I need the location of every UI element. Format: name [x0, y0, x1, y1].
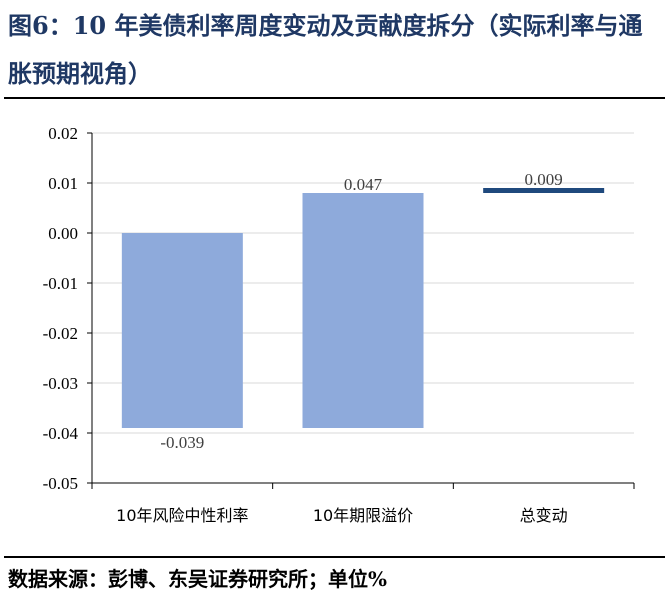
y-tick-label: -0.03 — [43, 374, 78, 393]
y-tick-label: -0.01 — [43, 274, 78, 293]
data-label: 0.047 — [344, 175, 383, 194]
y-tick-label: 0.01 — [48, 174, 78, 193]
y-tick-labels: 0.02 0.01 0.00 -0.01 -0.02 -0.03 -0.04 -0.05 — [43, 124, 79, 493]
source-divider — [4, 556, 665, 558]
x-tick-label: 10年风险中性利率 — [116, 506, 248, 525]
y-tick-label: 0.00 — [48, 224, 78, 243]
bar-total — [483, 188, 605, 193]
y-tick-label: -0.02 — [43, 324, 78, 343]
bars — [121, 188, 605, 428]
y-tick-label: 0.02 — [48, 124, 78, 143]
axes — [87, 132, 635, 489]
data-label: -0.039 — [160, 433, 204, 452]
x-tick-label: 10年期限溢价 — [313, 506, 413, 525]
bar-component — [302, 193, 424, 428]
data-label: 0.009 — [525, 170, 563, 189]
source-note: 数据来源：彭博、东吴证券研究所；单位% — [8, 567, 388, 591]
y-tick-label: -0.04 — [43, 424, 79, 443]
y-tick-label: -0.05 — [43, 474, 78, 493]
title-divider — [4, 97, 665, 99]
x-tick-label: 总变动 — [520, 506, 568, 525]
figure-title: 图6：10 年美债利率周度变动及贡献度拆分（实际利率与通胀预期视角） — [8, 11, 643, 88]
data-labels: -0.039 0.047 0.009 — [160, 170, 562, 452]
x-tick-labels: 10年风险中性利率 10年期限溢价 总变动 — [116, 506, 568, 525]
bar-component — [121, 233, 243, 428]
